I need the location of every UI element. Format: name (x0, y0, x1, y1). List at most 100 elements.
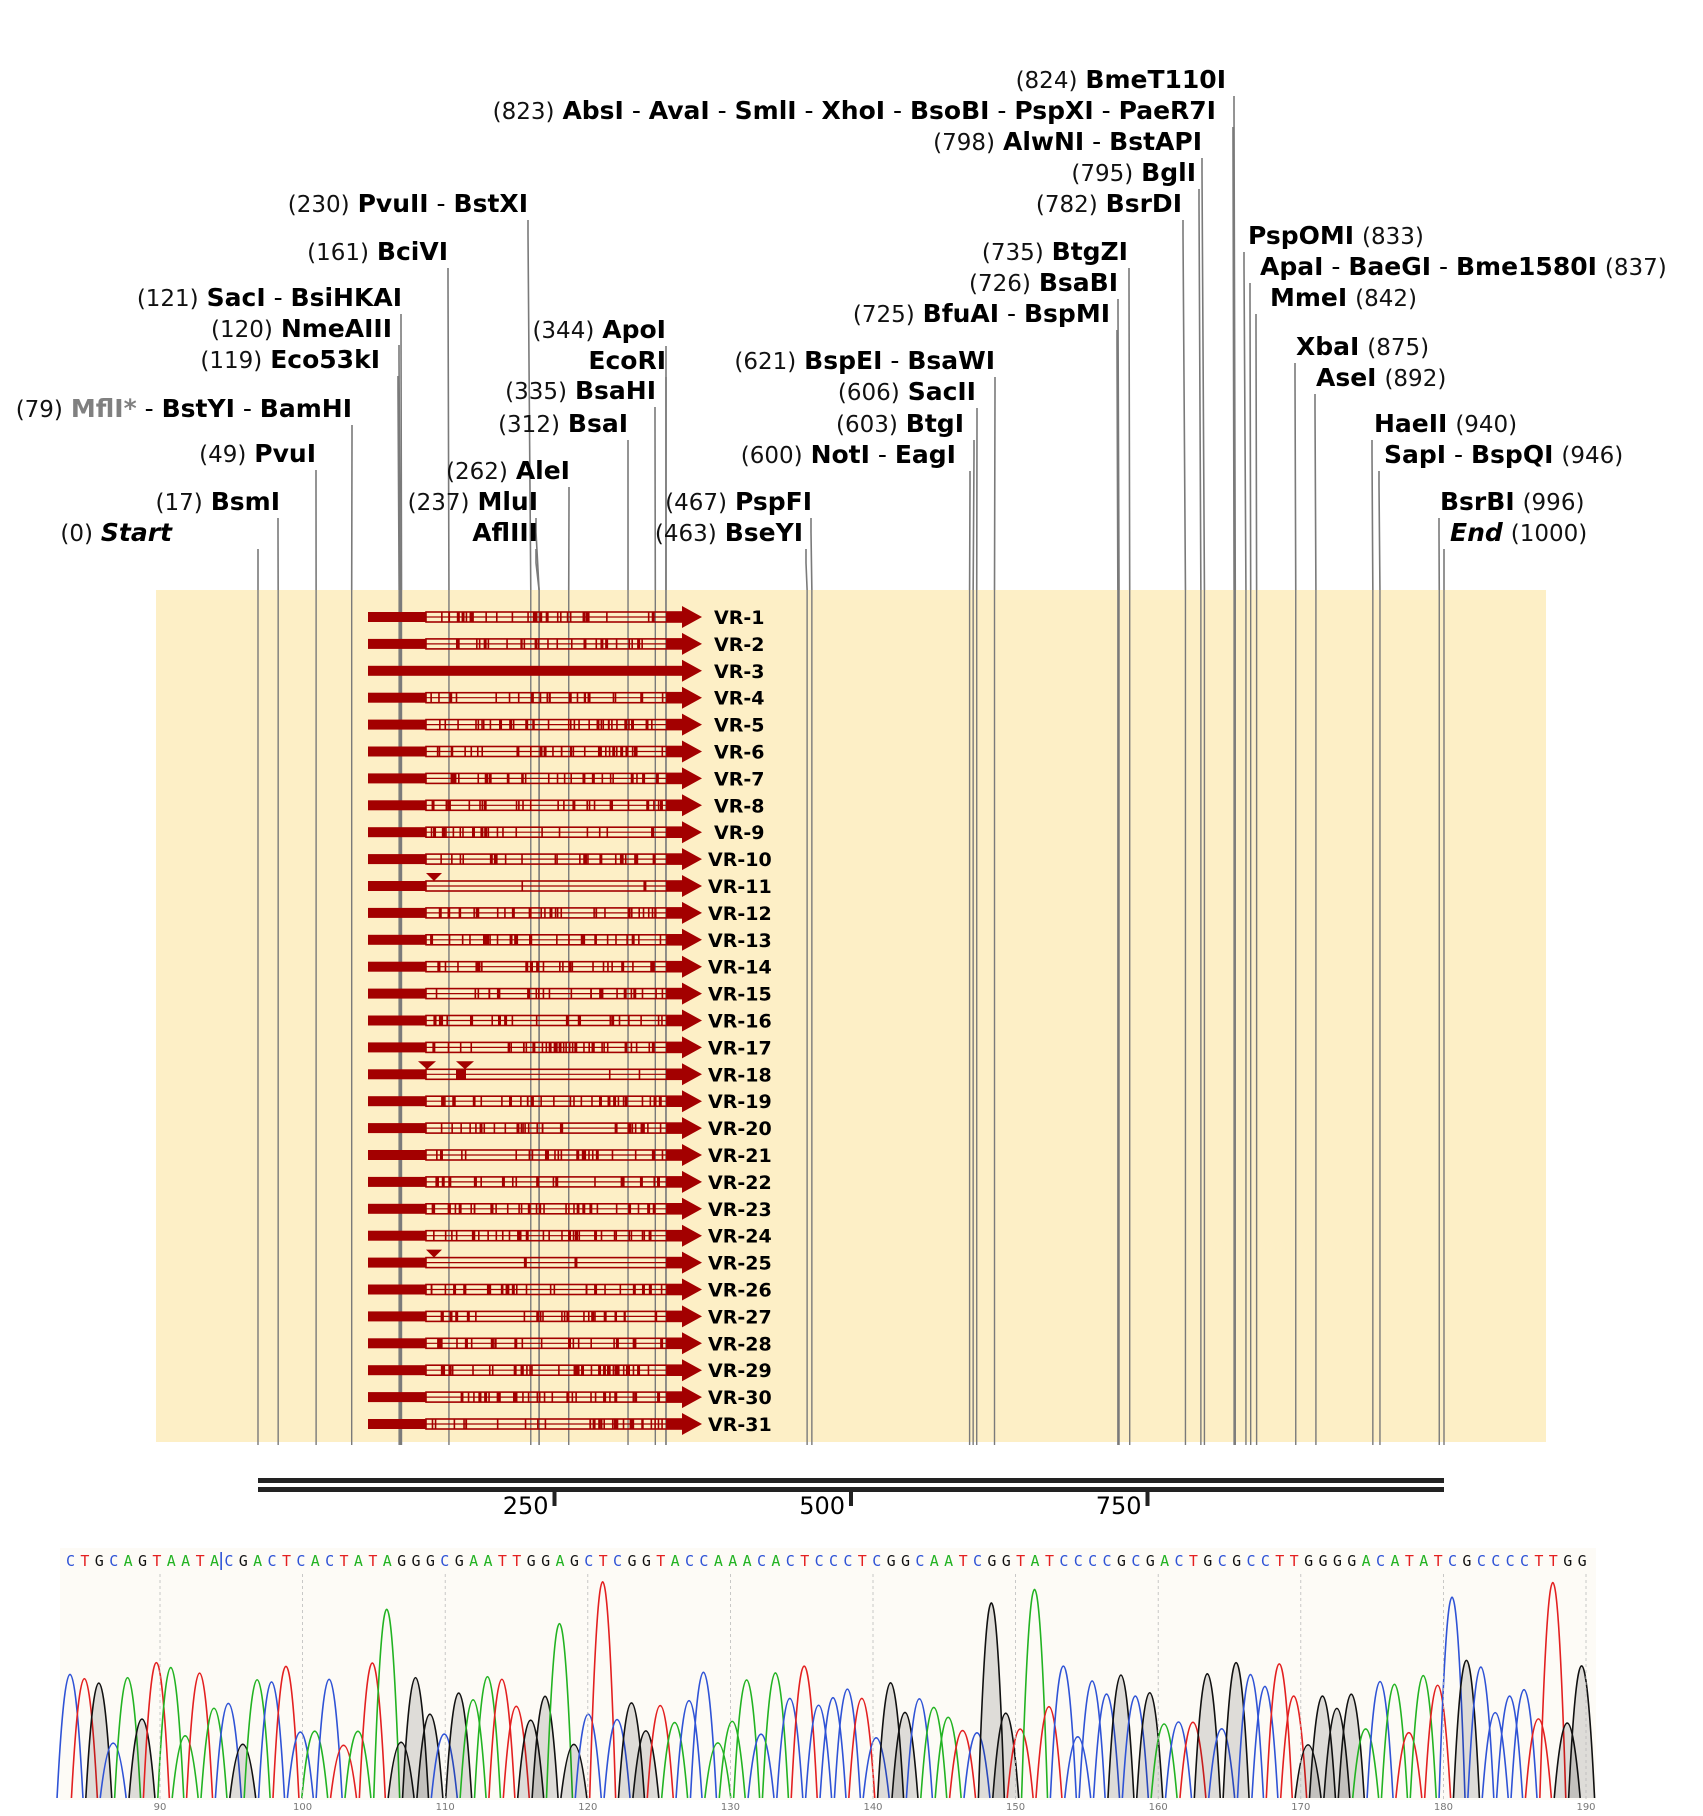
mismatch-mark (578, 1016, 581, 1026)
mismatch-mark (641, 639, 643, 649)
mismatch-mark (502, 1177, 505, 1187)
mismatch-mark (643, 881, 646, 891)
site-text: BsmI (211, 487, 280, 516)
mismatch-mark (462, 827, 464, 837)
mismatch-mark (583, 612, 586, 622)
mismatch-mark (440, 854, 442, 864)
site-label-bseyi: (463) BseYI (655, 518, 803, 547)
mismatch-mark (638, 1204, 640, 1214)
mismatch-mark (568, 1338, 571, 1348)
mismatch-mark (628, 908, 631, 918)
mismatch-mark (437, 962, 440, 972)
mismatch-mark (549, 989, 551, 999)
mismatch-mark (574, 1258, 577, 1268)
site-text: (823) (493, 99, 555, 125)
mismatch-mark (624, 989, 627, 999)
mismatch-mark (512, 1016, 514, 1026)
mismatch-mark (653, 1177, 655, 1187)
mismatch-mark (662, 693, 664, 703)
mismatch-mark (479, 639, 481, 649)
mismatch-mark (495, 1204, 497, 1214)
read-label: VR-14 (708, 957, 772, 979)
mismatch-mark (581, 935, 584, 945)
read-bar-solid-end (666, 1338, 682, 1348)
mismatch-mark (434, 1016, 437, 1026)
mismatch-mark (498, 989, 500, 999)
mismatch-mark (452, 1365, 454, 1375)
mismatch-mark (641, 1419, 643, 1429)
mismatch-mark (616, 1204, 618, 1214)
mismatch-mark (571, 639, 573, 649)
mismatch-mark (554, 1150, 556, 1160)
mismatch-mark (492, 1338, 494, 1348)
mismatch-mark (660, 1123, 662, 1133)
mismatch-mark (543, 1204, 545, 1214)
mismatch-mark (601, 1042, 603, 1052)
mismatch-mark (583, 1311, 585, 1321)
mismatch-mark (637, 1365, 640, 1375)
read-bar-solid-start (368, 1285, 426, 1295)
mismatch-mark (473, 1392, 475, 1402)
mismatch-mark (432, 800, 435, 810)
read-label: VR-11 (708, 876, 772, 898)
mismatch-mark (616, 720, 618, 730)
site-text: (262) (446, 459, 508, 485)
site-text: (312) (498, 412, 560, 438)
read-bar-solid-start (368, 639, 426, 649)
mismatch-mark (609, 1069, 611, 1079)
mismatch-mark (600, 747, 602, 757)
mismatch-mark (607, 935, 609, 945)
mismatch-mark (642, 989, 644, 999)
read-label: VR-16 (708, 1011, 772, 1033)
site-text: BspQI (1471, 440, 1553, 469)
mismatch-mark (540, 747, 543, 757)
site-connector-saci (401, 314, 402, 590)
mismatch-mark (653, 854, 656, 864)
mismatch-mark (440, 1016, 443, 1026)
mismatch-mark (462, 854, 464, 864)
ruler-bar-top (258, 1478, 1444, 1483)
mismatch-mark (514, 1392, 517, 1402)
site-label-mlui: (237) MluI (408, 487, 538, 516)
mismatch-mark (568, 935, 570, 945)
mismatch-mark (485, 612, 487, 622)
mismatch-mark (655, 989, 657, 999)
mismatch-mark (584, 854, 587, 864)
mismatch-mark (536, 639, 538, 649)
mismatch-mark (641, 1123, 643, 1133)
mismatch-mark (462, 935, 464, 945)
mismatch-mark (646, 720, 649, 730)
site-label-pspomi: PspOMI (833) (1248, 221, 1424, 250)
mismatch-mark (530, 747, 532, 757)
mismatch-mark (506, 1285, 509, 1295)
mismatch-mark (613, 1096, 616, 1106)
mismatch-mark (643, 773, 645, 783)
mismatch-mark (631, 989, 633, 999)
read-bar-solid-end (666, 1177, 682, 1187)
mismatch-mark (647, 1204, 650, 1214)
mismatch-mark (592, 1150, 594, 1160)
mismatch-mark (625, 854, 627, 864)
mismatch-mark (513, 720, 515, 730)
mismatch-mark (603, 962, 605, 972)
mismatch-mark (643, 908, 645, 918)
mismatch-mark (623, 1419, 625, 1429)
mismatch-mark (441, 1365, 444, 1375)
mismatch-mark (662, 1150, 664, 1160)
read-bar-solid-end (666, 720, 682, 730)
mismatch-mark (494, 1123, 496, 1133)
mismatch-mark (532, 720, 534, 730)
mismatch-mark (449, 693, 452, 703)
site-text: PspXI (1014, 96, 1093, 125)
mismatch-mark (457, 720, 459, 730)
mismatch-mark (548, 773, 550, 783)
mismatch-mark (481, 747, 483, 757)
mismatch-mark (465, 1150, 467, 1160)
read-bar-solid-end (666, 1365, 682, 1375)
mismatch-mark (455, 1311, 458, 1321)
mismatch-mark (500, 720, 502, 730)
mismatch-mark (471, 1338, 473, 1348)
mismatch-mark (480, 827, 483, 837)
read-bar-solid-start (368, 693, 426, 703)
mismatch-mark (523, 1042, 525, 1052)
